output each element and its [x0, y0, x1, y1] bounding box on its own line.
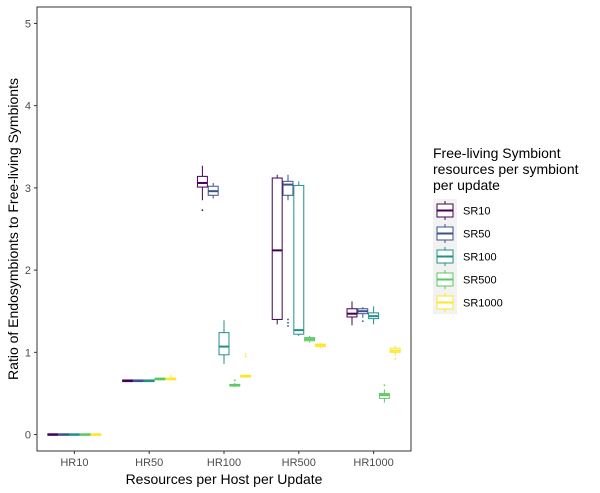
series-sr1000 [90, 343, 401, 436]
box-body [293, 184, 305, 335]
outlier-point [233, 379, 236, 382]
y-tick-label: 0 [25, 430, 31, 442]
box-sr10-hr50 [122, 379, 134, 383]
box-body [218, 332, 230, 356]
y-tick-label: 4 [25, 101, 31, 113]
x-axis-title: Resources per Host per Update [126, 471, 323, 487]
legend-item-sr500: SR500 [433, 268, 497, 291]
outlier-point [244, 353, 247, 355]
box-body [271, 177, 283, 320]
box-body [282, 180, 294, 196]
legend-title-line: resources per symbiont [433, 161, 579, 177]
legend-label: SR100 [463, 252, 497, 264]
box-sr50-hr500 [282, 174, 294, 327]
y-tick-label: 3 [25, 183, 31, 195]
y-axis: 0 1 2 3 4 5 [25, 18, 37, 442]
legend-title-line: Free-living Symbiont [433, 145, 561, 161]
box-sr100-hr10 [68, 433, 80, 436]
box-sr100-hr50 [143, 379, 155, 383]
outlier-point [394, 358, 397, 360]
box-sr10-hr10 [47, 433, 59, 436]
outlier-point [383, 384, 386, 387]
outlier-point [244, 355, 247, 358]
box-sr50-hr10 [58, 433, 70, 436]
legend-label: SR50 [463, 229, 491, 241]
box-sr100-hr500 [293, 181, 305, 336]
legend-label: SR1000 [463, 298, 503, 310]
legend-item-sr100: SR100 [433, 245, 497, 268]
y-axis-title: Ratio of Endosymbionts to Free-living Sy… [5, 78, 21, 380]
plot-area [47, 165, 401, 436]
x-tick-label: HR100 [207, 457, 241, 469]
box-sr1000-hr50 [165, 374, 177, 381]
box-sr500-hr500 [304, 335, 316, 343]
y-tick-label: 5 [25, 18, 31, 30]
box-sr100-hr100 [218, 320, 230, 364]
series-sr500 [79, 335, 390, 436]
box-sr10-hr1000 [346, 301, 358, 326]
legend-item-sr10: SR10 [433, 199, 491, 222]
legend-item-sr1000: SR1000 [433, 291, 503, 314]
outlier-point [287, 325, 289, 327]
x-axis: HR10 HR50 HR100 HR500 HR1000 [60, 451, 394, 469]
x-tick-label: HR10 [60, 457, 88, 469]
box-sr100-hr1000 [368, 306, 380, 325]
x-tick-label: HR500 [282, 457, 316, 469]
box-sr500-hr10 [79, 433, 91, 436]
box-body [196, 175, 208, 188]
outlier-point [201, 209, 204, 211]
box-sr10-hr100 [196, 165, 208, 211]
box-sr500-hr50 [154, 377, 166, 381]
box-sr500-hr100 [229, 379, 241, 387]
y-tick-label: 1 [25, 347, 31, 359]
box-sr50-hr100 [207, 182, 219, 199]
box-sr50-hr50 [132, 379, 144, 383]
series-sr50 [58, 174, 369, 436]
legend-item-sr50: SR50 [433, 222, 491, 245]
x-tick-label: HR50 [135, 457, 163, 469]
box-sr1000-hr10 [90, 433, 102, 436]
x-tick-label: HR1000 [353, 457, 393, 469]
series-sr10 [47, 165, 358, 436]
box-sr500-hr1000 [378, 384, 390, 403]
box-sr1000-hr1000 [389, 345, 401, 360]
outlier-point [287, 321, 289, 324]
box-sr10-hr500 [271, 174, 283, 325]
outlier-point [361, 320, 364, 322]
legend-label: SR500 [463, 275, 497, 287]
box-sr1000-hr500 [314, 343, 326, 349]
legend-title-line: per update [433, 177, 500, 193]
y-tick-label: 2 [25, 265, 31, 277]
series-sr100 [68, 181, 380, 436]
outlier-point [287, 318, 289, 321]
box-sr50-hr1000 [357, 307, 369, 322]
box-sr1000-hr100 [240, 353, 252, 378]
legend-label: SR10 [463, 206, 491, 218]
